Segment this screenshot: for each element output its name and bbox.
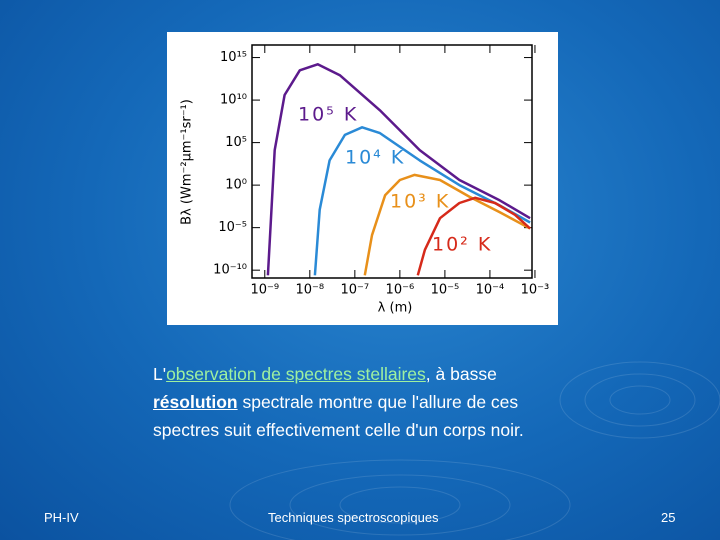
curve xyxy=(266,63,531,276)
y-tick-label: 10⁻⁵ xyxy=(218,220,247,235)
x-tick-label: 10⁻⁹ xyxy=(250,283,279,298)
x-tick-label: 10⁻⁵ xyxy=(431,283,460,298)
y-tick-label: 10⁻¹⁰ xyxy=(213,263,247,278)
paragraph: L'observation de spectres stellaires, à … xyxy=(153,360,524,444)
footer-center: Techniques spectroscopiques xyxy=(268,510,439,525)
footer-page: 25 xyxy=(661,510,676,525)
x-tick-label: 10⁻⁷ xyxy=(341,283,370,298)
x-tick-label: 10⁻⁶ xyxy=(386,283,415,298)
chart: λ (m) Bλ (Wm⁻²μm⁻¹sr⁻¹) 10⁻⁹ 10⁻⁸ 10⁻⁷ 10⁻⁶… xyxy=(167,32,558,325)
plot-frame xyxy=(251,44,533,279)
footer-left: PH-IV xyxy=(44,510,79,525)
text: spectrale montre que l'allure de ces xyxy=(237,392,519,412)
x-tick-label: 10⁻⁴ xyxy=(476,283,505,298)
link[interactable]: observation de spectres stellaires xyxy=(166,364,426,384)
x-tick-label: 10⁻³ xyxy=(521,283,550,298)
y-axis-label: Bλ (Wm⁻²μm⁻¹sr⁻¹) xyxy=(180,99,195,225)
curve-label: 10⁴ K xyxy=(345,147,405,169)
link[interactable]: résolution xyxy=(153,392,238,412)
y-tick-label: 10¹⁰ xyxy=(220,93,247,108)
curve-label: 10² K xyxy=(432,234,492,256)
text: , à basse xyxy=(425,364,497,384)
y-tick-label: 10⁰ xyxy=(225,178,247,193)
text: L' xyxy=(153,364,167,384)
y-tick-label: 10¹⁵ xyxy=(220,50,247,65)
curve xyxy=(363,173,531,276)
x-axis-label: λ (m) xyxy=(378,301,413,316)
curve-label: 10⁵ K xyxy=(298,104,358,126)
curve xyxy=(416,196,531,276)
y-tick-label: 10⁵ xyxy=(225,135,247,150)
text: spectres suit effectivement celle d'un c… xyxy=(153,420,524,440)
x-tick-label: 10⁻⁸ xyxy=(296,283,325,298)
curve-label: 10³ K xyxy=(390,191,450,213)
curve xyxy=(313,126,531,276)
